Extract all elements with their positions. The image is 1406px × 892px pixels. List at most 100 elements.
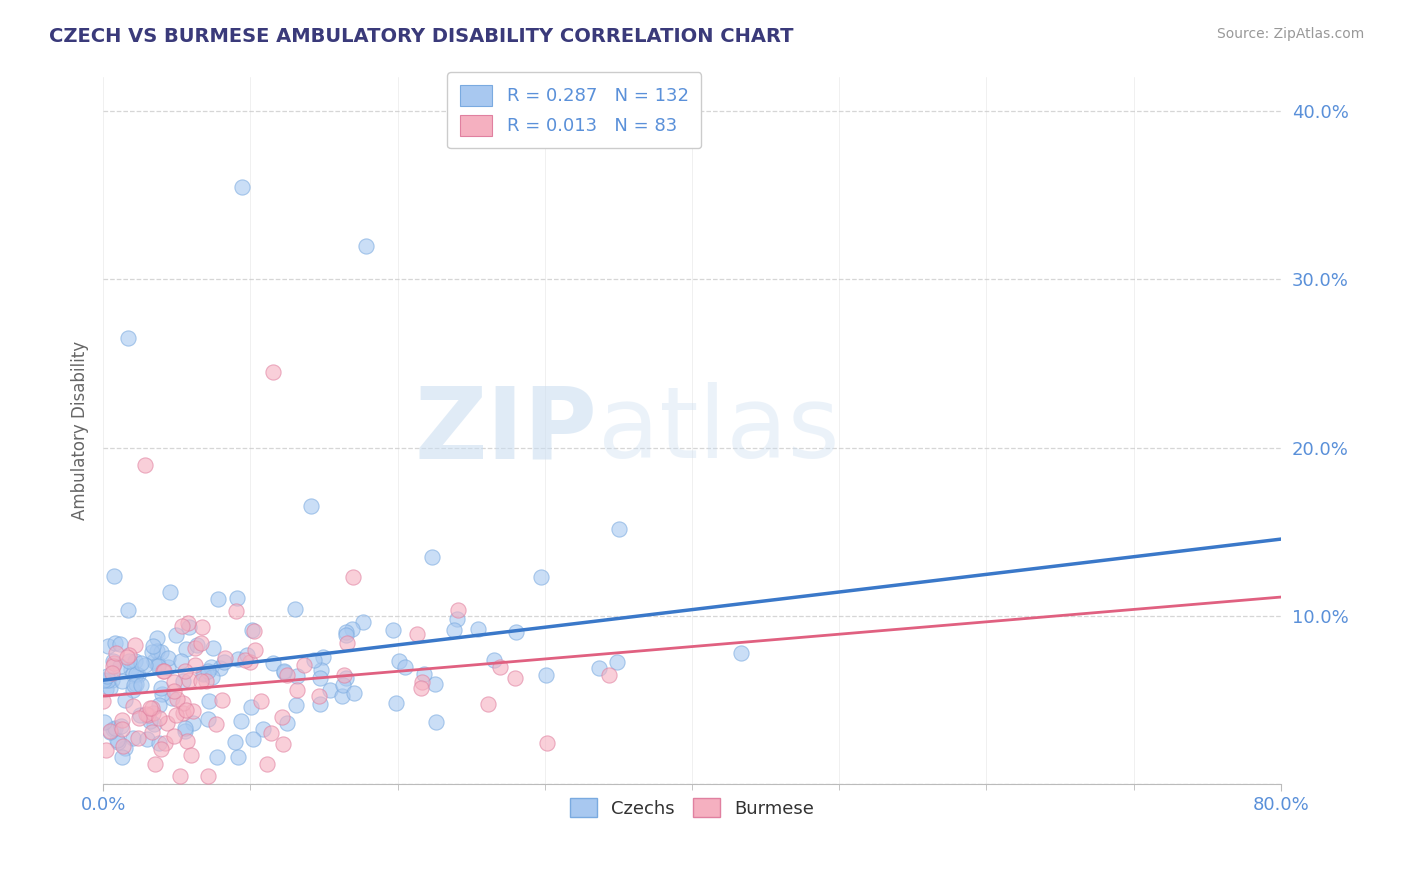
Point [214,655,236,669]
Point [467,622,489,636]
Point [332,678,354,692]
Point [111,713,134,727]
Point [163,730,186,744]
Point [284,601,307,615]
Point [333,668,356,682]
Point [107,735,129,749]
Point [143,757,166,772]
Point [588,661,610,675]
Point [224,735,246,749]
Point [447,603,470,617]
Point [124,638,146,652]
Point [173,664,195,678]
Point [169,769,191,783]
Point [477,697,499,711]
Point [536,736,558,750]
Point [96,743,118,757]
Point [276,668,298,682]
Point [409,681,432,695]
Point [139,700,162,714]
Point [352,615,374,629]
Point [382,623,405,637]
Point [98,725,121,739]
Point [425,714,447,729]
Point [101,673,124,687]
Point [186,638,208,652]
Point [536,668,558,682]
Point [181,716,204,731]
Point [141,725,163,739]
Point [157,651,180,665]
Point [482,653,505,667]
Point [190,674,212,689]
Point [252,722,274,736]
Point [108,659,131,673]
Point [122,678,145,692]
Point [174,723,197,738]
Point [93,673,115,687]
Point [239,655,262,669]
Point [250,694,273,708]
Point [160,691,183,706]
Point [309,671,332,685]
Point [122,666,145,681]
Point [530,569,553,583]
Point [176,734,198,748]
Point [166,692,188,706]
Point [242,624,264,638]
Point [117,602,139,616]
Point [198,694,221,708]
Point [148,698,170,713]
Point [335,628,357,642]
Point [174,703,197,717]
Point [228,750,250,764]
Point [181,704,204,718]
Point [110,719,132,733]
Point [177,615,200,630]
Point [335,625,357,640]
Point [194,673,217,688]
Point [96,681,118,696]
Point [96,669,118,683]
Point [104,636,127,650]
Point [134,458,156,472]
Point [271,738,294,752]
Point [145,644,167,658]
Point [193,665,215,680]
Point [233,652,256,666]
Point [145,631,167,645]
Point [138,714,160,728]
Point [110,637,132,651]
Point [129,678,152,692]
Point [111,750,134,764]
Point [308,689,330,703]
Point [170,654,193,668]
Point [114,741,136,756]
Point [170,619,193,633]
Point [204,717,226,731]
Point [179,673,201,687]
Point [134,658,156,673]
Point [340,622,363,636]
Point [141,701,163,715]
Point [172,673,194,688]
Point [411,675,433,690]
Point [148,736,170,750]
Point [318,682,340,697]
Point [226,591,249,605]
Point [446,611,468,625]
Point [239,700,262,714]
Point [118,648,141,663]
Point [260,725,283,739]
Point [104,646,127,660]
Point [730,646,752,660]
Point [172,706,194,720]
Point [163,675,186,690]
Point [127,731,149,746]
Point [98,681,121,695]
Point [225,604,247,618]
Point [423,677,446,691]
Point [285,669,308,683]
Point [150,688,173,702]
Point [124,654,146,668]
